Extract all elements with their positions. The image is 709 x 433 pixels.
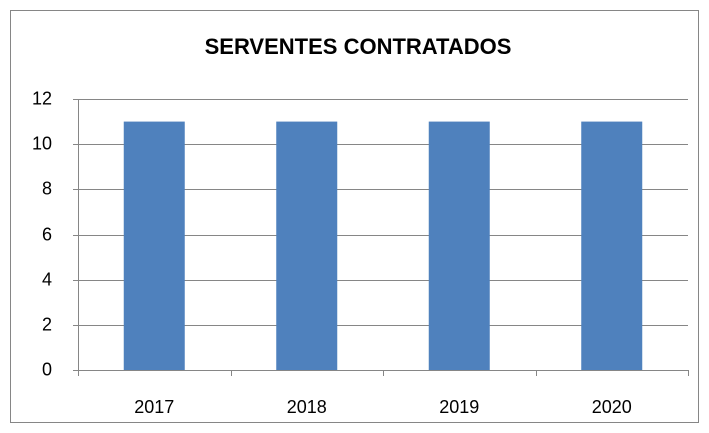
chart-title: SERVENTES CONTRATADOS [205, 34, 512, 59]
y-tick-label: 10 [32, 133, 52, 153]
y-tick-label: 2 [42, 314, 52, 334]
bar [123, 121, 185, 370]
bar [276, 121, 338, 370]
bar [581, 121, 643, 370]
y-tick-label: 12 [32, 88, 52, 108]
bar [428, 121, 490, 370]
y-tick-label: 0 [42, 359, 52, 379]
x-tick-label: 2019 [439, 397, 479, 417]
y-tick-label: 8 [42, 178, 52, 198]
x-tick-label: 2020 [592, 397, 632, 417]
x-tick-label: 2017 [134, 397, 174, 417]
y-tick-label: 6 [42, 224, 52, 244]
y-tick-label: 4 [42, 269, 52, 289]
x-tick-label: 2018 [287, 397, 327, 417]
